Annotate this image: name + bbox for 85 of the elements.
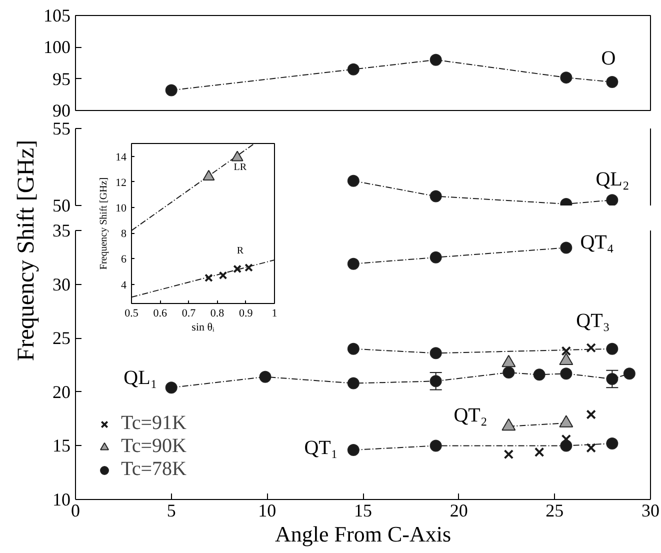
point bbox=[347, 444, 360, 456]
annotation: LR bbox=[234, 162, 247, 173]
x-tick-label: 0.7 bbox=[182, 308, 196, 320]
y-tick-label: 4 bbox=[121, 279, 127, 292]
x-tick-label: 20 bbox=[450, 500, 468, 520]
x-tick-label: 5 bbox=[166, 500, 176, 520]
point bbox=[534, 447, 544, 458]
annotation: O bbox=[601, 48, 616, 70]
y-axis-title: Frequency Shift [GHz] bbox=[98, 177, 110, 270]
point bbox=[430, 251, 442, 264]
point bbox=[233, 264, 242, 274]
y-tick-label: 95 bbox=[52, 68, 70, 89]
annotation: QT₄ bbox=[580, 232, 614, 254]
y-tick-label: 12 bbox=[116, 176, 126, 189]
x-tick-label: 0.5 bbox=[124, 308, 139, 320]
x-tick-label: 0.8 bbox=[210, 308, 225, 320]
x-axis-title: Angle From C-Axis bbox=[275, 522, 451, 546]
point bbox=[430, 190, 442, 202]
y-axis-title: Frequency Shift [GHz] bbox=[14, 140, 40, 362]
point bbox=[606, 194, 618, 206]
point bbox=[347, 63, 360, 76]
point bbox=[533, 368, 546, 381]
point bbox=[586, 342, 596, 353]
annotation: QT₁ bbox=[304, 436, 338, 459]
point bbox=[430, 54, 442, 66]
point bbox=[165, 84, 178, 96]
x-axis-title: sin θᵢ bbox=[192, 322, 215, 334]
x-tick-label: 0.6 bbox=[153, 308, 168, 320]
legend-label: Tc=78K bbox=[121, 458, 186, 481]
point bbox=[430, 347, 442, 360]
point bbox=[347, 377, 360, 390]
point bbox=[560, 368, 572, 380]
y-tick-label: 35 bbox=[52, 220, 70, 240]
point bbox=[347, 342, 360, 355]
point bbox=[259, 370, 272, 383]
y-tick-label: 20 bbox=[52, 382, 70, 402]
annotation: QL₁ bbox=[124, 366, 158, 389]
annotation: QT₂ bbox=[454, 404, 488, 427]
point bbox=[204, 274, 213, 282]
y-tick-label: 105 bbox=[44, 6, 70, 26]
point bbox=[560, 242, 572, 254]
point bbox=[504, 449, 514, 460]
y-tick-label: 100 bbox=[44, 37, 70, 58]
x-tick-label: 30 bbox=[642, 500, 660, 520]
y-tick-label: 50 bbox=[52, 196, 70, 216]
y-tick-label: 8 bbox=[121, 228, 127, 240]
annotation: QL₂ bbox=[596, 168, 630, 190]
point bbox=[606, 342, 618, 355]
point bbox=[586, 442, 596, 453]
annotation: R bbox=[236, 246, 244, 257]
point bbox=[347, 258, 360, 270]
point bbox=[430, 440, 442, 452]
y-tick-label: 90 bbox=[52, 100, 70, 120]
point bbox=[502, 366, 515, 379]
point bbox=[606, 76, 618, 88]
x-tick-label: 15 bbox=[354, 500, 372, 520]
y-tick-label: 15 bbox=[52, 436, 70, 456]
point bbox=[561, 346, 572, 356]
x-tick-label: 1 bbox=[272, 308, 278, 320]
y-tick-label: 14 bbox=[116, 151, 127, 164]
point bbox=[165, 382, 178, 394]
point bbox=[560, 72, 572, 84]
x-tick-label: 0 bbox=[71, 500, 80, 520]
point bbox=[244, 263, 253, 272]
point bbox=[347, 174, 360, 187]
point bbox=[430, 375, 442, 388]
y-tick-label: 25 bbox=[52, 328, 70, 348]
x-tick-label: 10 bbox=[258, 500, 276, 520]
x-tick-label: 0.9 bbox=[239, 308, 254, 320]
point bbox=[202, 170, 215, 180]
y-tick-label: 6 bbox=[121, 254, 127, 266]
point bbox=[623, 368, 636, 380]
annotation: QT₃ bbox=[576, 310, 610, 332]
legend-label: Tc=90K bbox=[121, 435, 186, 458]
y-tick-label: 10 bbox=[116, 202, 127, 214]
point bbox=[606, 438, 618, 450]
y-tick-label: 30 bbox=[52, 274, 70, 294]
y-tick-label: 55 bbox=[52, 118, 70, 138]
x-tick-label: 25 bbox=[546, 500, 564, 520]
point bbox=[606, 373, 618, 385]
point bbox=[218, 271, 228, 280]
point bbox=[231, 150, 244, 162]
point bbox=[560, 440, 572, 452]
point bbox=[586, 410, 596, 420]
legend-label: Tc=91K bbox=[121, 412, 186, 435]
